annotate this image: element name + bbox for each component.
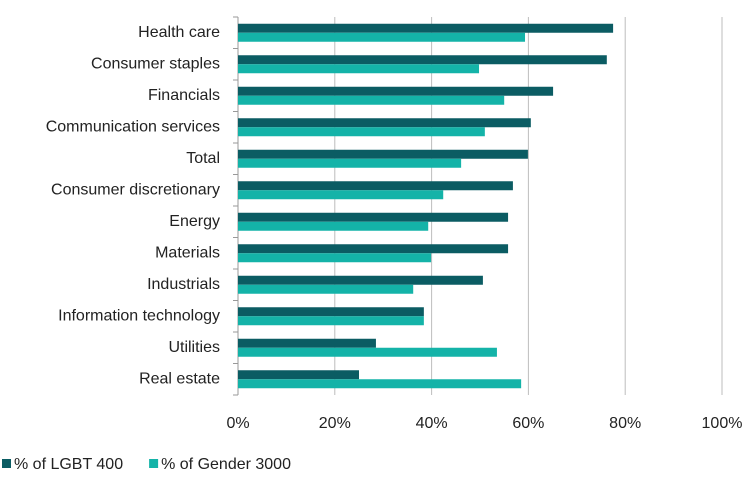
bar — [238, 55, 607, 65]
bar — [238, 379, 522, 389]
bar — [238, 118, 531, 128]
x-tick-label: 40% — [416, 415, 448, 432]
y-tick-label: Communication services — [46, 118, 220, 135]
bar — [238, 64, 480, 74]
bar — [238, 149, 528, 159]
y-tick-label: Energy — [169, 213, 220, 230]
bar — [238, 23, 614, 33]
legend-swatch — [2, 459, 11, 468]
bar — [238, 316, 424, 326]
bar — [238, 158, 462, 168]
bar — [238, 190, 444, 200]
x-tick-label: 100% — [702, 415, 743, 432]
bar — [238, 253, 432, 263]
bar — [238, 95, 505, 105]
y-tick-label: Industrials — [147, 276, 220, 293]
y-tick-label: Information technology — [58, 307, 220, 324]
x-tick-label: 0% — [226, 415, 249, 432]
legend-swatch — [149, 459, 159, 468]
y-tick-label: Financials — [148, 87, 220, 104]
bar — [238, 275, 483, 285]
legend-label: % of Gender 3000 — [161, 456, 291, 473]
bar — [238, 338, 376, 348]
y-tick-label: Consumer discretionary — [51, 181, 220, 198]
y-tick-label: Utilities — [168, 339, 220, 356]
bar — [238, 244, 509, 254]
bar — [238, 181, 513, 191]
bar — [238, 370, 359, 380]
x-tick-label: 60% — [512, 415, 544, 432]
y-tick-label: Materials — [155, 244, 220, 261]
y-tick-label: Real estate — [139, 370, 220, 387]
x-tick-label: 80% — [609, 415, 641, 432]
bar — [238, 86, 554, 96]
y-tick-label: Consumer staples — [91, 55, 220, 72]
legend-label: % of LGBT 400 — [14, 456, 123, 473]
bar — [238, 32, 526, 42]
bar — [238, 307, 424, 317]
y-tick-label: Total — [186, 150, 220, 167]
bar — [238, 127, 485, 137]
bar — [238, 284, 414, 294]
bar — [238, 221, 429, 231]
bar — [238, 212, 509, 222]
y-tick-label: Health care — [138, 24, 220, 41]
x-tick-label: 20% — [319, 415, 351, 432]
bar — [238, 347, 497, 357]
